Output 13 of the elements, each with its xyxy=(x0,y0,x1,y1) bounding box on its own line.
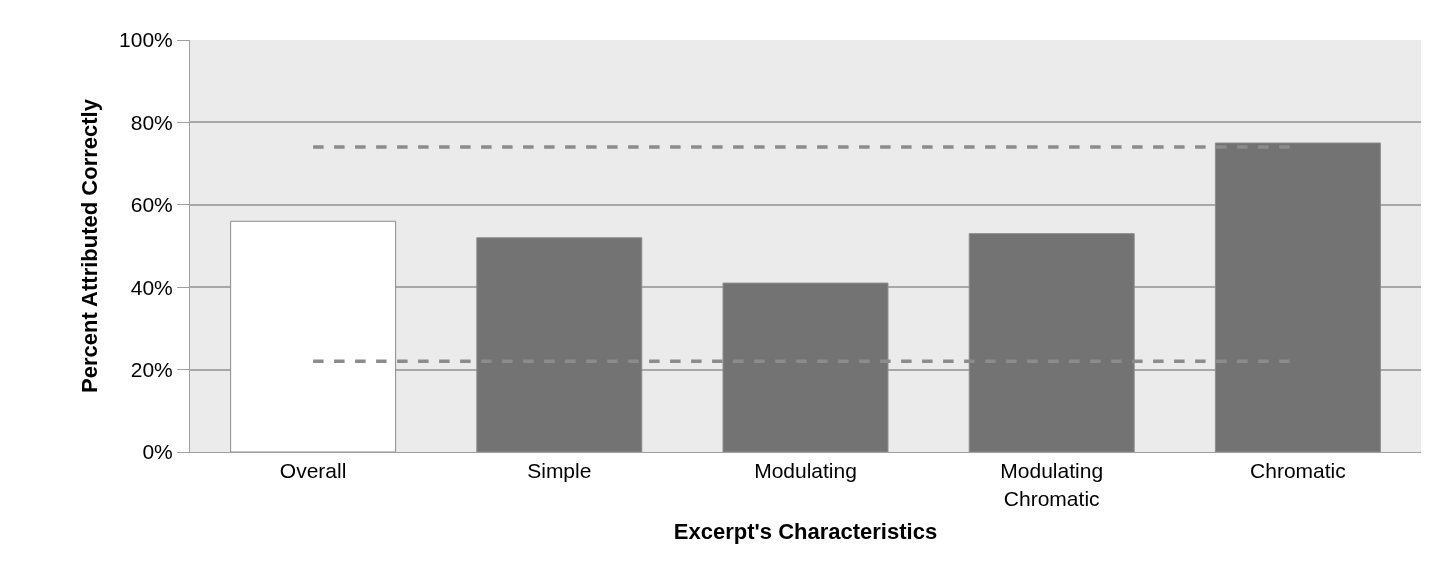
x-tick-label: Simple xyxy=(527,459,592,483)
x-tick-label: Overall xyxy=(279,459,347,483)
y-tick-label: 60% xyxy=(130,193,173,217)
y-tick-label: 100% xyxy=(119,28,173,52)
y-tick-label: 40% xyxy=(130,275,173,299)
x-tick-label: Chromatic xyxy=(1250,459,1346,483)
x-tick-label: Modulating Chromatic xyxy=(1000,459,1104,510)
x-axis-title: Excerpt's Characteristics xyxy=(673,519,938,545)
y-tick-label: 80% xyxy=(130,110,173,134)
y-tick-label: 20% xyxy=(130,357,173,381)
y-tick-label: 0% xyxy=(142,440,173,464)
y-axis-title: Percent Attributed Correctly xyxy=(76,98,102,393)
x-tick-label: Modulating xyxy=(754,459,857,483)
